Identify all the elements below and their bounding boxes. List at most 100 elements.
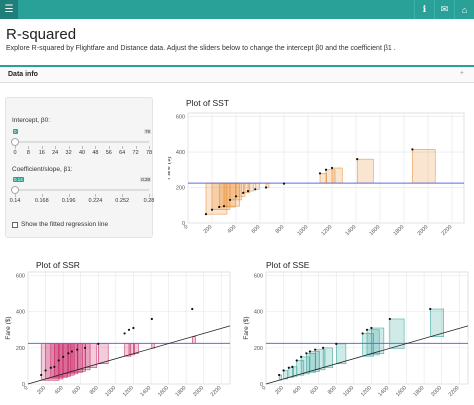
slope-label: Coefficient/slope, β1: bbox=[12, 166, 73, 173]
slope-tick-mark bbox=[15, 194, 16, 197]
data-point bbox=[40, 373, 43, 377]
square-mark bbox=[389, 318, 405, 349]
expand-icon[interactable]: + bbox=[459, 70, 464, 77]
y-tick-label: 400 bbox=[176, 150, 185, 156]
chart-title: Plot of SST bbox=[186, 98, 229, 108]
data-point bbox=[324, 168, 328, 171]
hamburger-icon[interactable]: ☰ bbox=[0, 0, 18, 19]
x-tick-label: 800 bbox=[275, 224, 286, 235]
data-point bbox=[57, 359, 60, 362]
square-mark bbox=[306, 353, 316, 373]
y-axis-label: Fare ($) bbox=[243, 316, 250, 339]
panel-title: Data info bbox=[8, 71, 38, 78]
chat-icon[interactable]: ✉ bbox=[434, 0, 454, 19]
data-point bbox=[314, 348, 317, 351]
data-point bbox=[282, 182, 286, 185]
x-tick-label: 1600 bbox=[395, 385, 408, 398]
slope-tick-mark bbox=[149, 194, 150, 197]
int-tick-label: 56 bbox=[105, 150, 112, 156]
slope-tick-label: 0.14 bbox=[9, 198, 21, 204]
data-point bbox=[127, 328, 131, 331]
data-point bbox=[365, 328, 369, 331]
y-tick-label: 600 bbox=[176, 115, 185, 121]
int-tick-mark bbox=[68, 146, 70, 149]
regression-checkbox[interactable] bbox=[12, 221, 18, 228]
square-mark bbox=[362, 333, 374, 357]
square-mark bbox=[429, 308, 444, 337]
y-tick-label: 0 bbox=[260, 382, 263, 388]
square-mark bbox=[283, 370, 288, 380]
intercept-label: Intercept, β0: bbox=[12, 117, 51, 124]
slope-tick-label: 0.196 bbox=[61, 198, 76, 204]
slope-ticks: 0.14 0.168 0.196 0.224 0.252 0.28 bbox=[10, 194, 154, 204]
x-tick-label: 800 bbox=[89, 385, 100, 396]
info-icon[interactable]: ℹ bbox=[414, 0, 434, 19]
int-tick-mark bbox=[122, 146, 124, 149]
checkbox-label: Show the fitted regression line bbox=[21, 221, 109, 228]
x-tick-label: 1400 bbox=[139, 385, 152, 398]
data-point bbox=[204, 213, 208, 216]
data-point bbox=[218, 205, 221, 209]
x-tick-label: 1000 bbox=[342, 385, 355, 398]
page-description: Explore R-squared by Flightfare and Dist… bbox=[6, 45, 396, 52]
x-tick-label: 1800 bbox=[413, 385, 426, 398]
y-tick-label: 400 bbox=[254, 310, 263, 316]
data-point bbox=[287, 366, 290, 369]
y-tick-label: 0 bbox=[182, 221, 185, 227]
data-point bbox=[330, 166, 334, 170]
slope-tick-label: 0.224 bbox=[88, 198, 103, 204]
x-tick-label: 600 bbox=[71, 385, 82, 396]
int-tick-label: 48 bbox=[92, 150, 99, 156]
intercept-value-bubble: 0 bbox=[13, 129, 18, 134]
intercept-slider[interactable]: 0 78 bbox=[11, 129, 151, 146]
slope-slider[interactable]: 0.14 0.28 bbox=[11, 177, 151, 194]
x-tick-label: 2200 bbox=[448, 385, 461, 398]
data-point bbox=[76, 348, 79, 351]
int-tick-mark bbox=[55, 146, 57, 149]
x-tick-label: 200 bbox=[36, 385, 47, 396]
square-mark bbox=[247, 182, 254, 192]
int-tick-label: 8 bbox=[26, 150, 30, 156]
data-point bbox=[44, 369, 47, 372]
chart-title: Plot of SSE bbox=[266, 260, 310, 270]
home-icon[interactable]: ⌂ bbox=[454, 0, 474, 19]
square-mark bbox=[309, 351, 320, 372]
y-tick-label: 400 bbox=[16, 310, 25, 316]
regression-line-toggle[interactable]: Show the fitted regression line bbox=[12, 221, 108, 228]
data-point bbox=[254, 188, 257, 191]
x-tick-label: 1000 bbox=[297, 224, 310, 237]
x-tick-label: 0 bbox=[183, 224, 189, 230]
x-tick-label: 1200 bbox=[122, 385, 135, 398]
data-point bbox=[210, 208, 214, 211]
y-tick-label: 200 bbox=[254, 346, 263, 352]
data-point bbox=[53, 365, 56, 368]
data-point bbox=[234, 195, 238, 198]
int-tick-mark bbox=[15, 146, 16, 149]
square-mark bbox=[191, 336, 196, 344]
x-tick-label: 600 bbox=[251, 224, 262, 235]
data-point bbox=[70, 350, 74, 353]
x-tick-label: 2000 bbox=[430, 385, 443, 398]
intercept-slider-handle[interactable] bbox=[11, 138, 19, 146]
int-tick-mark bbox=[149, 146, 150, 149]
int-tick-label: 40 bbox=[78, 150, 86, 156]
slope-tick-mark bbox=[68, 194, 70, 197]
slope-tick-mark bbox=[41, 194, 43, 197]
square-mark bbox=[254, 182, 260, 190]
int-tick-label: 78 bbox=[145, 150, 153, 156]
slope-value-bubble: 0.14 bbox=[13, 177, 24, 182]
square-mark bbox=[314, 349, 326, 371]
x-tick-label: 400 bbox=[227, 224, 238, 235]
data-point bbox=[83, 346, 87, 349]
square-mark bbox=[300, 356, 310, 375]
data-point bbox=[300, 355, 303, 359]
square-mark bbox=[412, 149, 436, 184]
int-tick-mark bbox=[95, 146, 97, 149]
data-point bbox=[411, 148, 414, 151]
x-tick-label: 1400 bbox=[345, 224, 358, 237]
data-info-panel[interactable]: Data info + bbox=[0, 65, 474, 83]
square-mark bbox=[296, 360, 305, 376]
slope-slider-handle[interactable] bbox=[11, 186, 19, 194]
x-tick-label: 600 bbox=[309, 385, 320, 396]
